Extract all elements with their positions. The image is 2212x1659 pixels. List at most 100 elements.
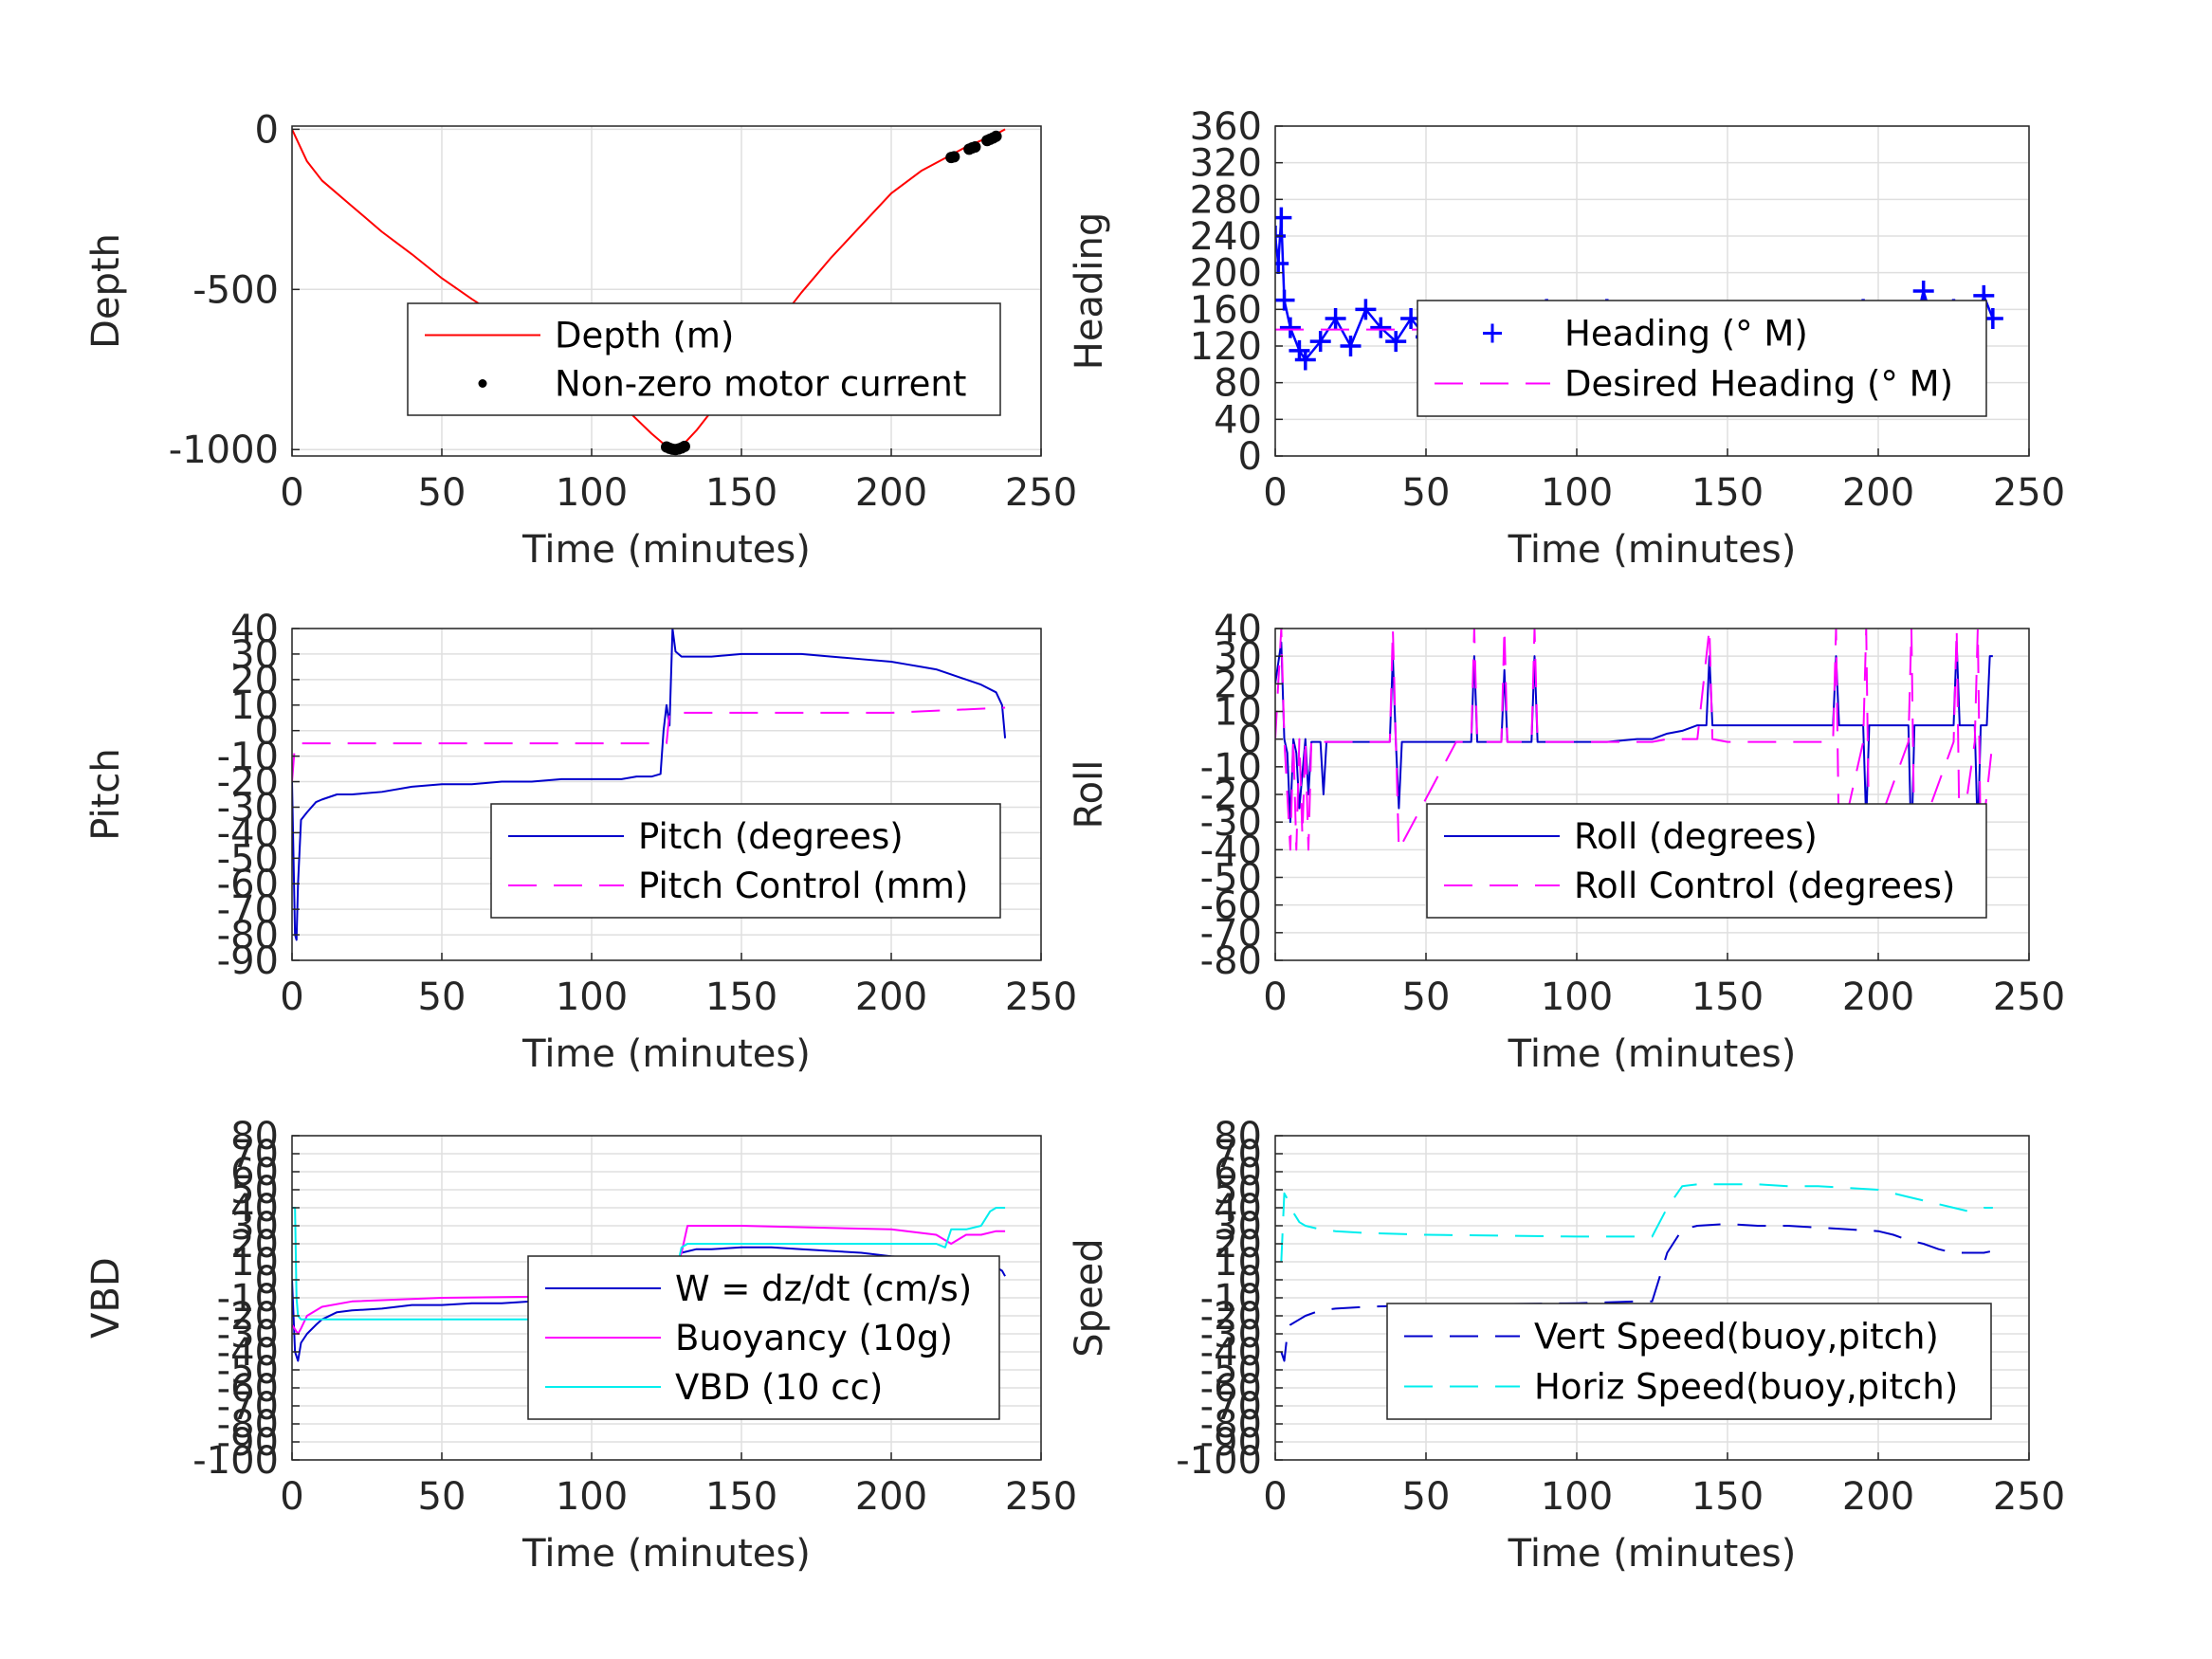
legend-box xyxy=(1386,1303,1992,1420)
y-tick-label: -100 xyxy=(1176,1439,1262,1483)
x-tick-label: 50 xyxy=(418,1475,466,1519)
y-tick-label: -50 xyxy=(217,1349,279,1393)
legend-entry-label: VBD (10 cc) xyxy=(675,1367,883,1408)
series-line xyxy=(292,706,1006,782)
y-tick-label: -70 xyxy=(217,888,279,932)
y-tick-label: 200 xyxy=(1190,252,1262,296)
x-tick-label: 100 xyxy=(556,1475,628,1519)
x-tick-label: 50 xyxy=(1402,975,1451,1019)
y-tick-label: 280 xyxy=(1190,178,1262,222)
y-tick-label: 0 xyxy=(1238,719,1262,762)
y-tick-label: -40 xyxy=(217,1331,279,1375)
legend-entry-label: W = dz/dt (cm/s) xyxy=(675,1268,972,1309)
chart-speed: 0 50 100 150 200 250-100-90-80-70-60-50-40-30… xyxy=(1068,1115,2065,1576)
y-tick-label: -50 xyxy=(1200,857,1262,901)
x-tick-label: 250 xyxy=(1993,471,2065,515)
y-tick-label: 0 xyxy=(255,108,279,152)
y-tick-label: 80 xyxy=(1214,1115,1262,1158)
x-tick-label: 150 xyxy=(1691,1475,1764,1519)
series-marker xyxy=(678,440,690,452)
y-tick-label: 20 xyxy=(230,659,279,702)
axes-frame xyxy=(1274,125,2030,457)
y-tick-label: -70 xyxy=(1200,1385,1262,1429)
y-tick-label: 160 xyxy=(1190,288,1262,332)
x-tick-label: 150 xyxy=(705,1475,777,1519)
y-tick-label: 40 xyxy=(230,1187,279,1231)
y-tick-label: -20 xyxy=(1200,774,1262,817)
y-tick-label: 40 xyxy=(1214,1187,1262,1231)
legend-entry-label: Buoyancy (10g) xyxy=(675,1318,953,1358)
x-axis-label: Time (minutes) xyxy=(521,1032,811,1076)
y-tick-label: 10 xyxy=(230,684,279,728)
x-tick-label: 50 xyxy=(418,471,466,515)
x-tick-label: 200 xyxy=(1842,1475,1914,1519)
series-marker xyxy=(1340,336,1362,356)
legend-entry-label: Non-zero motor current xyxy=(555,364,966,405)
y-tick-label: -50 xyxy=(1200,1349,1262,1393)
y-tick-label: 70 xyxy=(1214,1133,1262,1176)
x-tick-label: 100 xyxy=(556,471,628,515)
legend-entry-label: Horiz Speed(buoy,pitch) xyxy=(1534,1367,1958,1408)
y-tick-label: 20 xyxy=(1214,1223,1262,1267)
y-tick-label: 80 xyxy=(1214,362,1262,406)
y-tick-label: -90 xyxy=(1200,1421,1262,1465)
chart-roll: 0 50 100 150 200 250-80-70-60-50-40-30-20-100… xyxy=(1068,608,2065,1076)
y-tick-label: -60 xyxy=(1200,884,1262,928)
y-tick-label: 0 xyxy=(1238,435,1262,479)
legend: Roll (degrees) Roll Control (degrees) xyxy=(1426,803,1987,919)
y-tick-label: -60 xyxy=(217,1367,279,1411)
y-tick-label: -30 xyxy=(217,1313,279,1357)
chart-pitch: 0 50 100 150 200 250-90-80-70-60-50-40-30-20-… xyxy=(84,608,1077,1076)
x-tick-label: 200 xyxy=(1842,975,1914,1019)
y-tick-label: -500 xyxy=(192,268,279,312)
y-tick-label: -10 xyxy=(217,736,279,779)
y-axis-label: Speed xyxy=(1068,1238,1111,1357)
legend-entry-label: Heading (° M) xyxy=(1564,314,1808,355)
y-axis-label: Pitch xyxy=(84,748,128,840)
x-tick-label: 0 xyxy=(1263,975,1287,1019)
x-tick-label: 150 xyxy=(705,471,777,515)
series-marker xyxy=(1275,289,1295,311)
y-tick-label: -30 xyxy=(217,786,279,830)
x-tick-label: 200 xyxy=(855,1475,927,1519)
y-tick-label: 120 xyxy=(1190,325,1262,369)
series-line xyxy=(1280,1183,1993,1263)
y-tick-label: 0 xyxy=(255,1259,279,1303)
x-tick-label: 200 xyxy=(1842,471,1914,515)
legend-box xyxy=(1417,300,1987,417)
x-tick-label: 250 xyxy=(1005,975,1077,1019)
y-tick-label: -10 xyxy=(217,1277,279,1321)
x-tick-label: 250 xyxy=(1005,471,1077,515)
y-tick-label: -40 xyxy=(1200,1331,1262,1375)
series-group xyxy=(292,629,1007,941)
x-tick-label: 250 xyxy=(1993,1475,2065,1519)
legend-entry-label: Depth (m) xyxy=(555,316,734,356)
y-tick-label: 240 xyxy=(1190,215,1262,259)
legend: Vert Speed(buoy,pitch) Horiz Speed(buoy,p… xyxy=(1386,1303,1992,1420)
legend-box xyxy=(490,803,1001,919)
legend-swatch xyxy=(1483,323,1502,343)
x-tick-label: 50 xyxy=(418,975,466,1019)
y-tick-label: -20 xyxy=(1200,1295,1262,1339)
y-tick-label: -90 xyxy=(217,1421,279,1465)
series-marker xyxy=(1325,308,1346,329)
chart-heading: 0 50 100 150 200 2500408012016020024028032036… xyxy=(1068,105,2065,572)
y-tick-label: -50 xyxy=(217,837,279,881)
y-tick-label: -30 xyxy=(1200,801,1262,845)
y-tick-label: -40 xyxy=(1200,829,1262,872)
x-tick-label: 150 xyxy=(705,975,777,1019)
y-tick-label: 20 xyxy=(230,1223,279,1267)
y-axis-label: Heading xyxy=(1068,212,1111,370)
y-tick-label: 0 xyxy=(1238,1259,1262,1303)
x-tick-label: 50 xyxy=(1402,471,1451,515)
y-tick-label: -70 xyxy=(1200,912,1262,956)
y-tick-label: -80 xyxy=(1200,1403,1262,1447)
x-tick-label: 200 xyxy=(855,975,927,1019)
series-marker xyxy=(1279,317,1301,338)
series-line xyxy=(292,629,1007,941)
y-axis-label: Depth xyxy=(84,233,128,349)
series-marker xyxy=(1275,207,1292,228)
series-marker xyxy=(1370,317,1392,338)
legend-box xyxy=(407,302,1001,416)
